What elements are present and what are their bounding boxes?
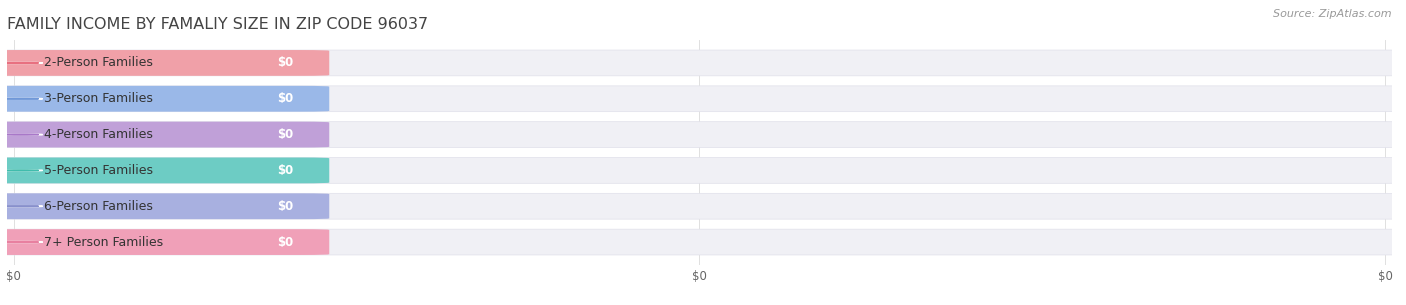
Text: $0: $0 [277,164,294,177]
Circle shape [0,206,42,207]
FancyBboxPatch shape [0,157,329,183]
Text: $0: $0 [277,235,294,249]
FancyBboxPatch shape [0,193,329,219]
Circle shape [0,98,42,99]
FancyBboxPatch shape [0,122,329,148]
Text: 5-Person Families: 5-Person Families [44,164,153,177]
FancyBboxPatch shape [0,122,1406,148]
Circle shape [3,206,38,207]
Circle shape [3,134,38,135]
FancyBboxPatch shape [0,86,1406,112]
Text: FAMILY INCOME BY FAMALIY SIZE IN ZIP CODE 96037: FAMILY INCOME BY FAMALIY SIZE IN ZIP COD… [7,16,429,31]
Circle shape [3,98,38,99]
Text: 4-Person Families: 4-Person Families [44,128,153,141]
FancyBboxPatch shape [0,157,1406,183]
FancyBboxPatch shape [0,229,329,255]
Text: $0: $0 [277,56,294,70]
Circle shape [0,170,42,171]
Circle shape [0,134,42,135]
Circle shape [0,62,42,63]
Text: 6-Person Families: 6-Person Families [44,200,153,213]
Text: 2-Person Families: 2-Person Families [44,56,153,70]
Text: $0: $0 [277,92,294,105]
FancyBboxPatch shape [0,50,1406,76]
Text: 7+ Person Families: 7+ Person Families [44,235,163,249]
Circle shape [3,170,38,171]
Circle shape [0,242,42,243]
FancyBboxPatch shape [0,50,329,76]
Text: 3-Person Families: 3-Person Families [44,92,153,105]
Text: $0: $0 [277,200,294,213]
FancyBboxPatch shape [0,86,329,112]
FancyBboxPatch shape [0,229,1406,255]
Text: Source: ZipAtlas.com: Source: ZipAtlas.com [1274,9,1392,19]
Text: $0: $0 [277,128,294,141]
FancyBboxPatch shape [0,193,1406,219]
